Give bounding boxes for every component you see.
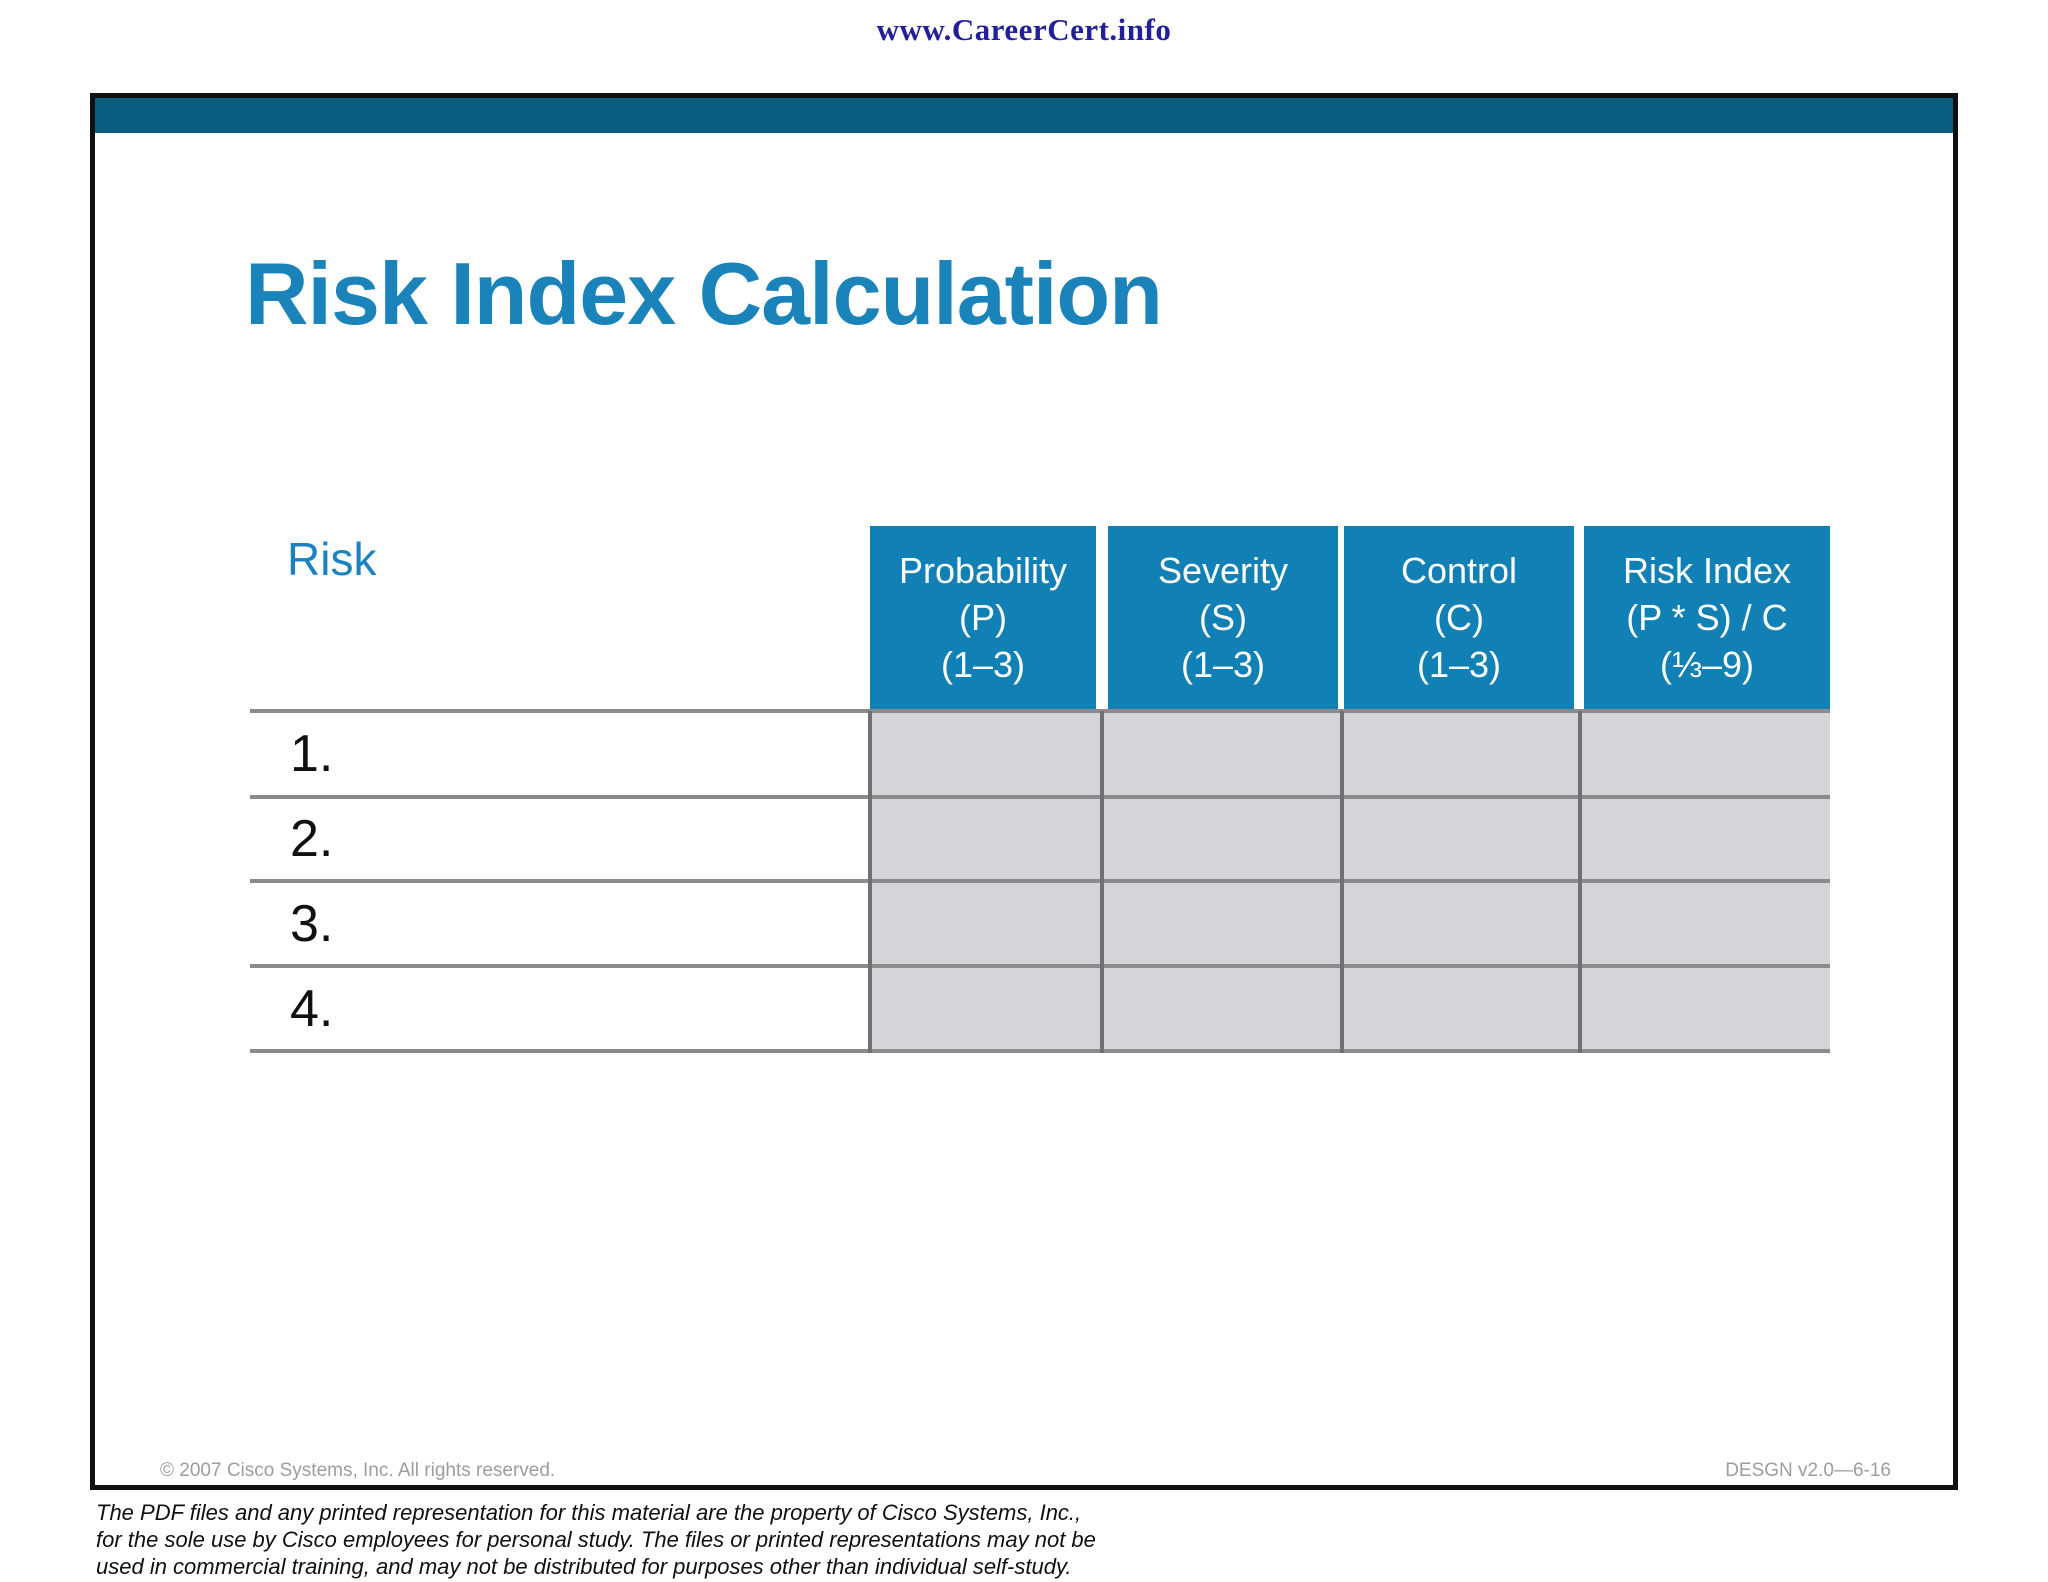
table-row-divider (250, 709, 1830, 713)
table-cell-r2-severity (1104, 799, 1336, 879)
column-header-severity: Severity (S) (1–3) (1108, 526, 1338, 709)
table-cell-r3-severity (1104, 883, 1336, 964)
table-row-3-number: 3. (250, 883, 868, 964)
table-cell-r2-risk-index (1582, 799, 1828, 879)
disclaimer-text: The PDF files and any printed representa… (96, 1500, 1096, 1579)
table-row-4-number: 4. (250, 968, 868, 1049)
table-cell-r3-probability (872, 883, 1096, 964)
risk-column-header: Risk (287, 533, 377, 585)
copyright-text: © 2007 Cisco Systems, Inc. All rights re… (160, 1460, 556, 1481)
table-cell-r4-control (1344, 968, 1574, 1049)
table-column-divider (1578, 711, 1582, 1053)
table-cell-r4-risk-index (1582, 968, 1828, 1049)
slide-title: Risk Index Calculation (245, 244, 1163, 343)
table-row-divider (250, 795, 1830, 799)
slide-top-bar (95, 98, 1953, 133)
column-header-risk-index: Risk Index (P * S) / C (⅓–9) (1584, 526, 1830, 709)
table-cell-r2-control (1344, 799, 1574, 879)
table-row-divider (250, 964, 1830, 968)
table-cell-r4-probability (872, 968, 1096, 1049)
table-cell-r1-control (1344, 713, 1574, 795)
table-row-divider (250, 879, 1830, 883)
column-header-probability: Probability (P) (1–3) (870, 526, 1096, 709)
table-column-divider (1100, 711, 1104, 1053)
table-column-divider (1340, 711, 1344, 1053)
column-header-control: Control (C) (1–3) (1344, 526, 1574, 709)
table-cell-r1-risk-index (1582, 713, 1828, 795)
table-cell-r3-risk-index (1582, 883, 1828, 964)
table-row-2-number: 2. (250, 799, 868, 879)
table-cell-r1-probability (872, 713, 1096, 795)
table-cell-r1-severity (1104, 713, 1336, 795)
table-cell-r3-control (1344, 883, 1574, 964)
table-cell-r4-severity (1104, 968, 1336, 1049)
document-ref-text: DESGN v2.0—6-16 (1725, 1460, 1891, 1481)
table-row-1-number: 1. (250, 713, 868, 795)
slide: Risk Index Calculation Risk Probability … (90, 93, 1958, 1490)
table-column-divider (868, 711, 872, 1053)
watermark-text: www.CareerCert.info (876, 12, 1172, 47)
table-cell-r2-probability (872, 799, 1096, 879)
table-row-divider (250, 1049, 1830, 1053)
